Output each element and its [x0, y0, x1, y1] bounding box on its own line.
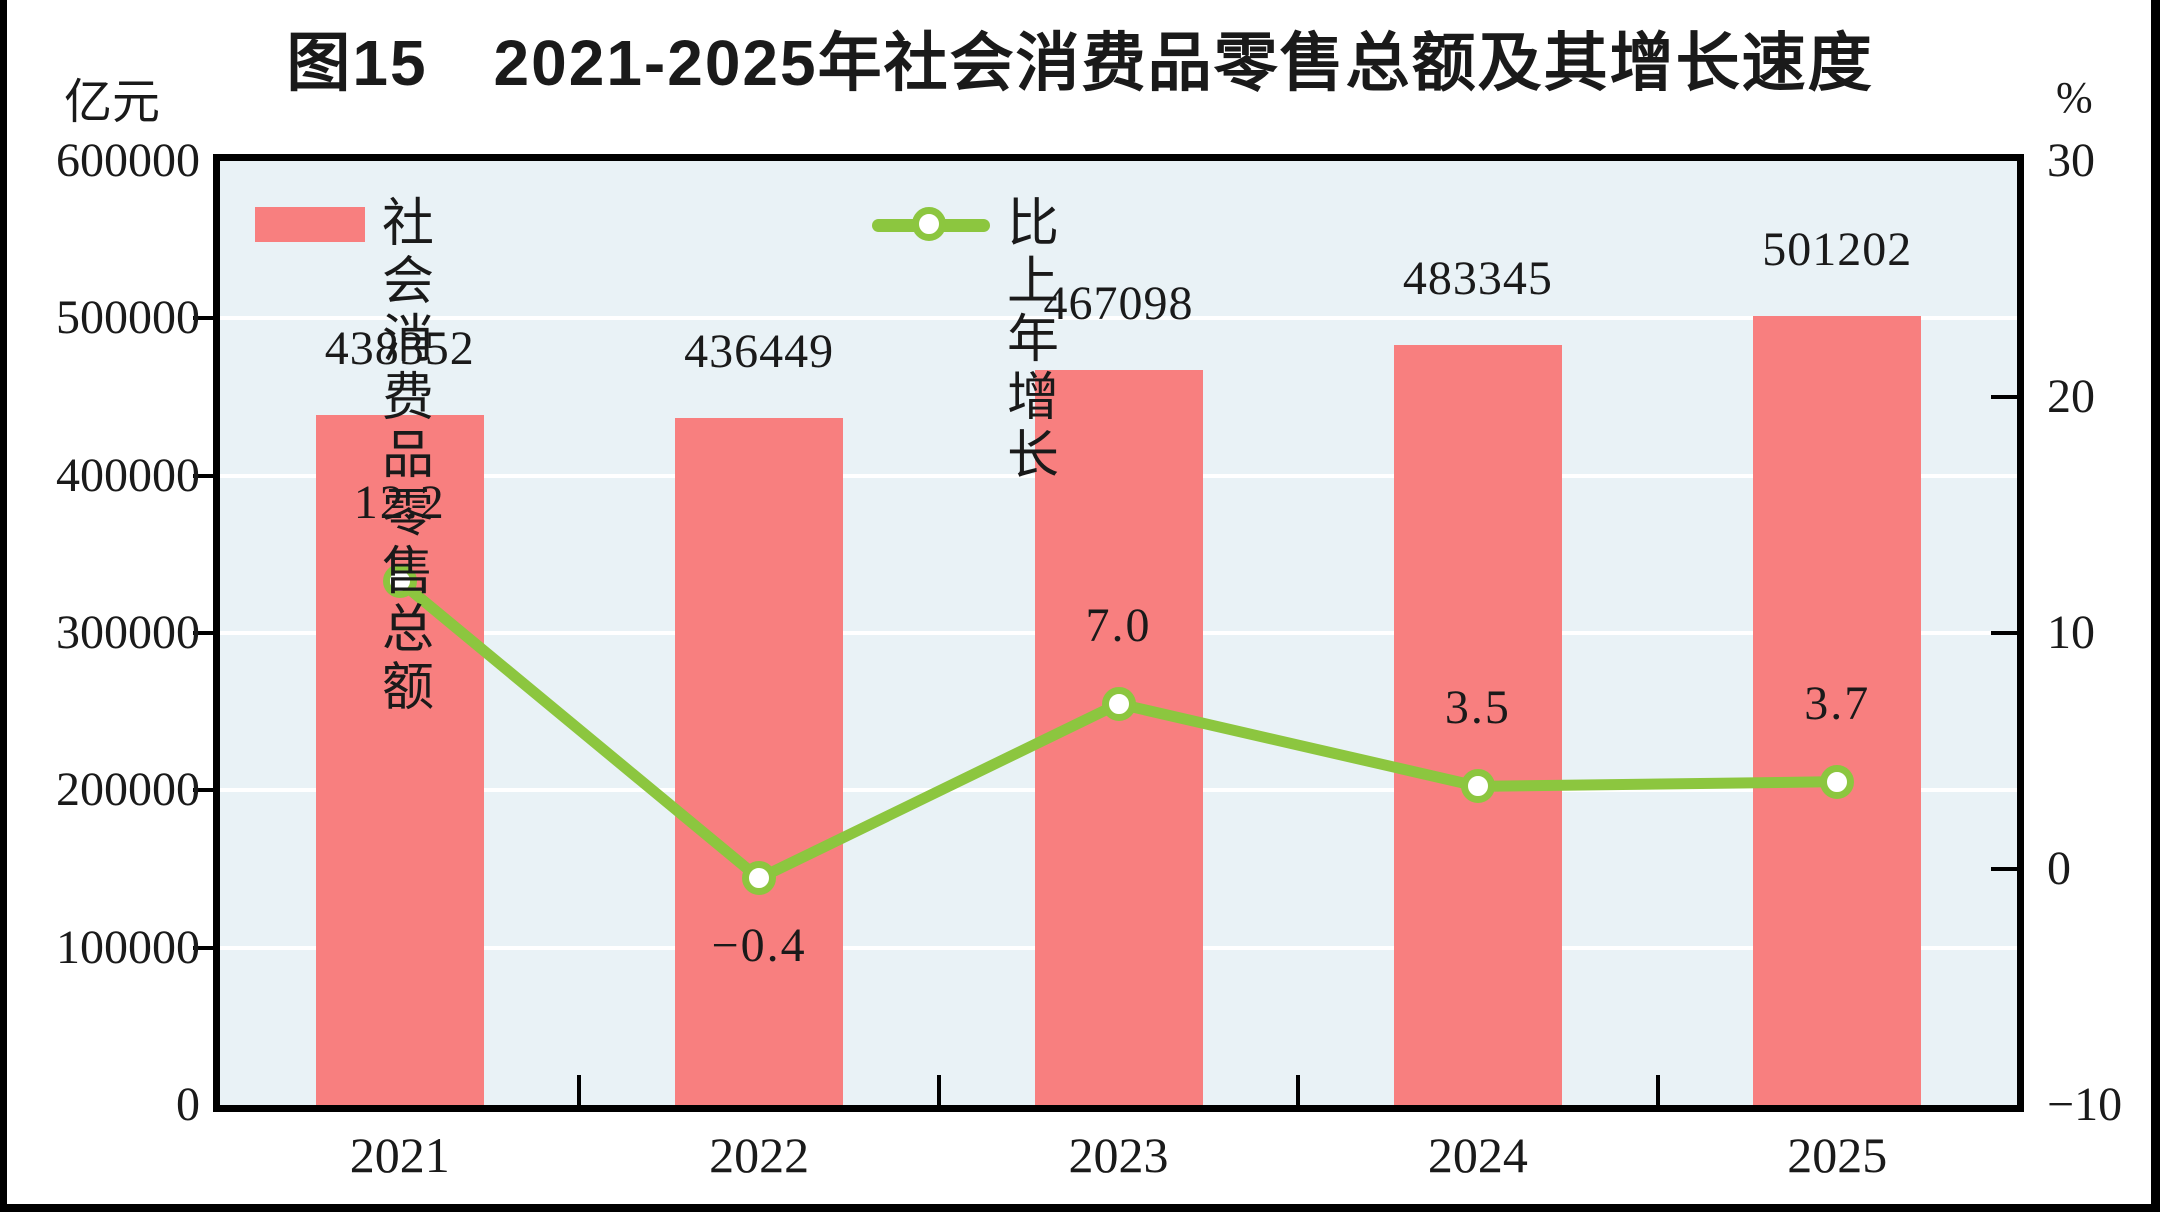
left-axis-label-300000: 300000	[56, 606, 200, 659]
right-axis-tick	[1991, 631, 2017, 635]
right-axis-label--10: −10	[2047, 1078, 2123, 1131]
year-label-2022: 2022	[709, 1127, 810, 1183]
right-axis-label-20: 20	[2047, 370, 2095, 423]
bar-2025	[1753, 316, 1922, 1105]
bar-2024	[1393, 344, 1562, 1105]
bar-value-label-2021: 438352	[324, 322, 475, 376]
left-axis-tick	[193, 788, 220, 793]
left-axis-tick	[193, 631, 220, 635]
right-axis-tick	[1991, 867, 2017, 871]
gridline-500000	[220, 316, 2017, 321]
right-axis-label-0: 0	[2047, 842, 2071, 895]
line-marker-2021	[382, 564, 417, 599]
line-value-label-2023: 7.0	[1085, 598, 1152, 652]
legend-line-label: 比上年增长	[1007, 196, 1060, 485]
bottom-axis-tick	[1296, 1075, 1301, 1105]
bar-value-label-2024: 483345	[1402, 251, 1553, 305]
bar-value-label-2022: 436449	[684, 325, 835, 379]
bottom-axis-tick	[577, 1075, 582, 1105]
left-axis-unit-label: 亿元	[64, 76, 161, 129]
year-label-2021: 2021	[349, 1127, 450, 1183]
bar-value-label-2025: 501202	[1762, 223, 1913, 277]
bottom-axis-tick	[936, 1075, 941, 1105]
page-border-bottom	[0, 1204, 2160, 1212]
chart-title: 图15 2021-2025年社会消费品零售总额及其增长速度	[286, 27, 1874, 99]
line-value-label-2025: 3.7	[1804, 676, 1871, 730]
line-value-label-2024: 3.5	[1444, 681, 1511, 735]
year-label-2024: 2024	[1427, 1127, 1528, 1183]
left-axis-tick	[193, 316, 220, 321]
legend-line-marker-icon	[912, 207, 946, 241]
plot-area: 12.2 −0.4 7.0 3.5 3.7 438352 436449 467098 48334…	[213, 154, 2024, 1112]
bar-2022	[675, 418, 844, 1105]
right-axis-label-10: 10	[2047, 606, 2095, 659]
left-axis-tick	[193, 473, 220, 478]
right-axis-label-30: 30	[2047, 134, 2095, 187]
right-axis-tick	[1991, 395, 2017, 399]
right-axis-unit-label: %	[2056, 73, 2093, 122]
line-marker-2024	[1460, 769, 1495, 804]
bar-2021	[315, 415, 484, 1105]
left-axis-label-600000: 600000	[56, 134, 200, 187]
legend-bar-swatch	[255, 207, 365, 242]
left-axis-label-500000: 500000	[56, 291, 200, 345]
legend-bar-label: 社会消费品零售总额	[382, 196, 435, 717]
left-axis-tick	[193, 945, 220, 950]
line-marker-2025	[1820, 764, 1855, 799]
line-value-label-2021: 12.2	[353, 476, 446, 530]
left-axis-label-200000: 200000	[56, 763, 200, 817]
line-value-label-2022: −0.4	[711, 919, 807, 973]
left-axis-label-0: 0	[176, 1078, 200, 1131]
left-axis-label-400000: 400000	[56, 448, 200, 502]
year-label-2025: 2025	[1787, 1127, 1888, 1183]
left-axis-label-100000: 100000	[56, 920, 200, 974]
plot-inner: 12.2 −0.4 7.0 3.5 3.7 438352 436449 467098 48334…	[220, 161, 2017, 1105]
page-border-left	[0, 0, 7, 1212]
line-marker-2022	[742, 861, 777, 896]
bar-2023	[1034, 370, 1203, 1105]
line-marker-2023	[1101, 686, 1136, 721]
bottom-axis-tick	[1655, 1075, 1660, 1105]
bar-value-label-2023: 467098	[1043, 277, 1194, 331]
page-border-right	[2151, 0, 2160, 1212]
year-label-2023: 2023	[1068, 1127, 1169, 1183]
